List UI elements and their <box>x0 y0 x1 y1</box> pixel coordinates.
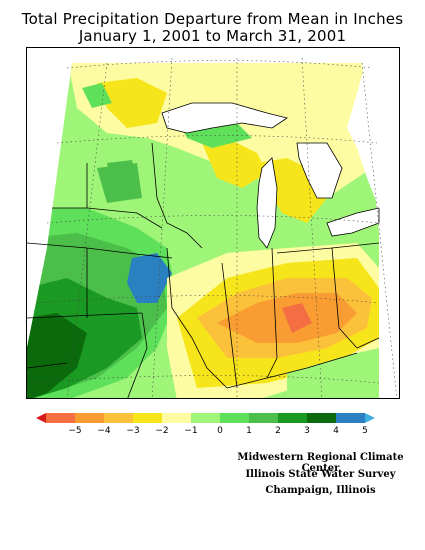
legend-swatch <box>336 413 365 423</box>
region-minus-4-indiana <box>282 303 312 333</box>
legend-tick-label: −1 <box>184 426 198 436</box>
legend-tick-label: 4 <box>333 426 339 436</box>
map-canvas <box>27 48 399 398</box>
region-plus-1-north <box>82 83 112 108</box>
region-minus-1-upper-mi <box>202 138 267 188</box>
canada-area <box>347 58 399 227</box>
region-plus-5-iowa <box>127 253 172 303</box>
legend-swatch <box>191 413 220 423</box>
legend-tick-label: −5 <box>68 426 82 436</box>
legend-tick-label: −2 <box>155 426 169 436</box>
legend-tick-label: 2 <box>275 426 281 436</box>
legend-arrow-left <box>36 413 46 423</box>
legend-swatch <box>75 413 104 423</box>
credit-location: Champaign, Illinois <box>265 485 376 496</box>
legend-tick-label: −3 <box>126 426 140 436</box>
legend-swatch <box>307 413 336 423</box>
map-title-line-1: Total Precipitation Departure from Mean … <box>21 10 404 28</box>
legend-swatch <box>104 413 133 423</box>
region-minus-1-northwest <box>97 78 167 128</box>
legend-swatch <box>162 413 191 423</box>
lake-michigan <box>256 157 278 249</box>
legend-tick-label: 5 <box>362 426 368 436</box>
legend-tick-label: 0 <box>217 426 223 436</box>
map-title-line-2: January 1, 2001 to March 31, 2001 <box>78 27 347 45</box>
credit-survey: Illinois State Water Survey <box>245 469 396 480</box>
legend-tick-label: 3 <box>304 426 310 436</box>
region-plus-2-north-mn <box>107 160 137 188</box>
lake-superior <box>161 102 288 134</box>
precipitation-map <box>26 47 400 399</box>
lake-erie <box>326 207 380 237</box>
legend-swatch <box>220 413 249 423</box>
state-borders <box>27 142 380 398</box>
legend-tick-label: 1 <box>246 426 252 436</box>
legend-arrow-right <box>365 413 375 423</box>
lat-lon-grid <box>27 57 398 398</box>
color-legend <box>36 413 375 423</box>
region-plus-1-south <box>287 348 379 398</box>
region-plus-4-southwest <box>27 313 87 398</box>
north-blank <box>72 48 399 63</box>
legend-swatch <box>46 413 75 423</box>
credit-organization: Midwestern Regional Climate Center <box>237 452 404 474</box>
legend-swatch <box>278 413 307 423</box>
lake-huron <box>296 142 343 199</box>
legend-swatch <box>249 413 278 423</box>
legend-tick-label: −4 <box>97 426 111 436</box>
legend-swatch <box>133 413 162 423</box>
